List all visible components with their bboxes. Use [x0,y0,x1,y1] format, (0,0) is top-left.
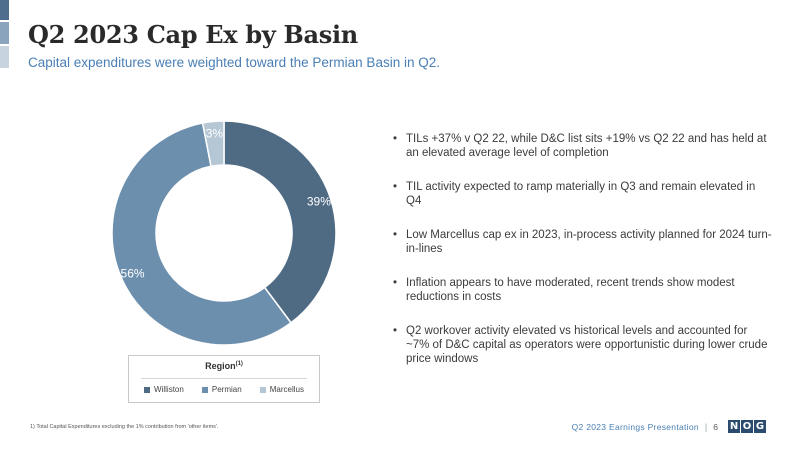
page-subtitle: Capital expenditures were weighted towar… [28,55,440,70]
donut-chart: 39% 56% 3% [111,120,337,346]
bullet-item: TIL activity expected to ramp materially… [393,180,773,208]
bullet-item: Inflation appears to have moderated, rec… [393,276,773,304]
bullet-item: Low Marcellus cap ex in 2023, in-process… [393,228,773,256]
chart-legend: Region(1) Williston Permian Marcellus [128,355,320,403]
footnote: 1) Total Capital Expenditures excluding … [30,424,219,430]
legend-swatch-williston [144,386,151,393]
slice-label-williston: 39% [307,194,331,208]
legend-title: Region(1) [205,361,243,371]
legend-item-marcellus: Marcellus [259,385,304,394]
presentation-name: Q2 2023 Earnings Presentation [571,421,699,432]
donut-slice-williston [223,120,337,324]
accent-bar-light [0,46,9,68]
donut-slice-marcellus [201,120,225,168]
bullet-item: Q2 workover activity elevated vs histori… [393,324,773,366]
legend-item-permian: Permian [201,385,242,394]
bullet-list: TILs +37% v Q2 22, while D&C list sits +… [393,132,773,386]
legend-swatch-permian [201,386,208,393]
legend-swatch-marcellus [259,386,266,393]
accent-bar-mid [0,22,9,44]
legend-divider [141,378,307,379]
slice-label-permian: 56% [121,266,145,280]
legend-item-williston: Williston [144,385,184,394]
page-title: Q2 2023 Cap Ex by Basin [28,20,358,49]
page-number: 6 [713,421,718,432]
footer-separator: | [704,421,708,432]
accent-bar-dark [0,0,9,20]
bullet-item: TILs +37% v Q2 22, while D&C list sits +… [393,132,773,160]
donut-slice-permian [111,122,293,346]
legend-title-superscript: (1) [235,361,243,367]
slice-label-marcellus: 3% [206,126,224,140]
